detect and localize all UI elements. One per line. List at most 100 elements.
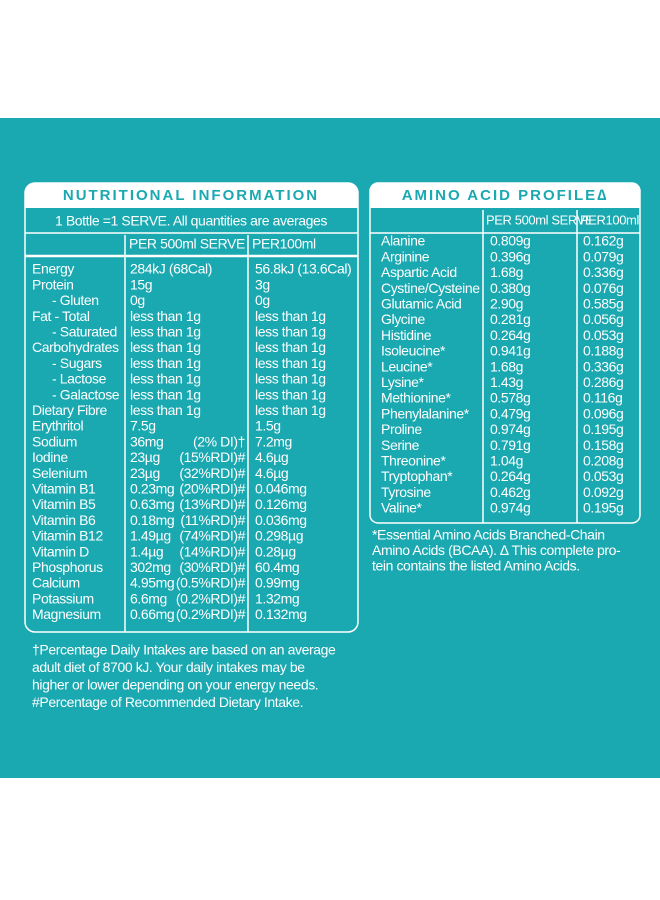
- per-serve: 0.479g: [490, 405, 530, 421]
- footnote: adult diet of 8700 kJ. Your daily intake…: [32, 659, 305, 675]
- nutrient-name: Vitamin D: [32, 543, 89, 559]
- amino-name: Methionine*: [381, 390, 451, 406]
- amino-name: Leucine*: [381, 358, 433, 374]
- per-100ml: 0.162g: [583, 233, 623, 249]
- per-100ml: 0.076g: [583, 280, 623, 296]
- per-100ml: 0.079g: [583, 248, 623, 264]
- per-serve: less than 1g: [130, 308, 201, 324]
- per-serve: 0.941g: [490, 343, 530, 359]
- per-serve: 0.66mg: [130, 606, 174, 622]
- per-serve: 1.04g: [490, 453, 523, 469]
- per-100ml: less than 1g: [255, 308, 326, 324]
- per-serve: 6.6mg: [130, 590, 167, 606]
- nutrient-name: Carbohydrates: [32, 339, 119, 355]
- per-serve: 1.49µg: [130, 528, 171, 544]
- per-serve: 302mg: [130, 559, 171, 575]
- amino-name: Alanine: [381, 233, 426, 249]
- nutrient-name: Vitamin B12: [32, 528, 103, 544]
- per-serve: less than 1g: [130, 402, 201, 418]
- rdi: (15%RDI)#: [179, 449, 245, 465]
- rdi: (0.2%RDI)#: [176, 606, 246, 622]
- per-100ml: 0.336g: [583, 264, 623, 280]
- footnote: #Percentage of Recommended Dietary Intak…: [32, 694, 303, 710]
- per-100ml: 0.036mg: [255, 512, 307, 528]
- nutrient-name: - Galactose: [52, 386, 120, 402]
- per-100ml: less than 1g: [255, 386, 326, 402]
- amino-name: Lysine*: [381, 374, 425, 390]
- per-100ml: 60.4mg: [255, 559, 299, 575]
- amino-name: Arginine: [381, 248, 430, 264]
- amino-name: Proline: [381, 421, 422, 437]
- amino-name: Tyrosine: [381, 484, 431, 500]
- per-serve: less than 1g: [130, 355, 201, 371]
- per-serve: 15g: [130, 276, 152, 292]
- nutrient-name: Fat - Total: [32, 308, 90, 324]
- per-100ml: 0.053g: [583, 327, 623, 343]
- footnote: tein contains the listed Amino Acids.: [372, 558, 580, 574]
- nutrient-name: Vitamin B5: [32, 496, 96, 512]
- per-serve: 1.4µg: [130, 543, 163, 559]
- amino-name: Glutamic Acid: [381, 296, 461, 312]
- rdi: (30%RDI)#: [179, 559, 245, 575]
- amino-name: Isoleucine*: [381, 343, 446, 359]
- per-100ml: 0.126mg: [255, 496, 307, 512]
- nutrient-name: Erythritol: [32, 418, 84, 434]
- footnote: Amino Acids (BCAA). ∆ This complete pro-: [372, 542, 621, 558]
- per-serve: 4.95mg: [130, 575, 174, 591]
- per-100ml: 1.32mg: [255, 590, 299, 606]
- nutrient-name: Vitamin B1: [32, 481, 96, 497]
- column-header: PER100ml: [580, 212, 639, 227]
- per-100ml: 1.5g: [255, 418, 281, 434]
- per-serve: 0.380g: [490, 280, 530, 296]
- per-serve: less than 1g: [130, 386, 201, 402]
- nutrient-name: Selenium: [32, 465, 87, 481]
- per-100ml: less than 1g: [255, 371, 326, 387]
- amino-name: Serine: [381, 437, 420, 453]
- per-serve: 1.68g: [490, 264, 523, 280]
- per-100ml: 0.195g: [583, 421, 623, 437]
- amino-title: AMINO ACID PROFILE∆: [402, 187, 609, 204]
- per-serve: 36mg: [130, 433, 163, 449]
- nutrient-name: - Saturated: [52, 324, 117, 340]
- per-serve: 0.809g: [490, 233, 530, 249]
- per-100ml: 0.336g: [583, 358, 623, 374]
- amino-name: Histidine: [381, 327, 432, 343]
- per-100ml: 0.158g: [583, 437, 623, 453]
- amino-name: Cystine/Cysteine: [381, 280, 480, 296]
- per-100ml: 56.8kJ (13.6Cal): [255, 261, 351, 277]
- nutrient-name: Protein: [32, 276, 74, 292]
- nutrient-name: - Sugars: [52, 355, 102, 371]
- per-serve: 0.264g: [490, 327, 530, 343]
- serving-note: 1 Bottle =1 SERVE. All quantities are av…: [55, 213, 327, 229]
- nutrient-name: Energy: [32, 261, 74, 277]
- per-100ml: 0.046mg: [255, 481, 307, 497]
- per-100ml: less than 1g: [255, 339, 326, 355]
- nutrition-title: NUTRITIONAL INFORMATION: [63, 187, 319, 204]
- per-100ml: 0.092g: [583, 484, 623, 500]
- per-serve: 0.281g: [490, 311, 530, 327]
- per-serve: 0.974g: [490, 500, 530, 516]
- per-100ml: 0.056g: [583, 311, 623, 327]
- per-serve: 0.23mg: [130, 481, 174, 497]
- per-100ml: 0.286g: [583, 374, 623, 390]
- background-band: [0, 118, 660, 778]
- nutrient-name: Phosphorus: [32, 559, 103, 575]
- per-serve: 0.18mg: [130, 512, 174, 528]
- per-serve: 0.462g: [490, 484, 530, 500]
- per-serve: 23µg: [130, 449, 160, 465]
- column-header: PER 500ml SERVE: [129, 236, 245, 252]
- nutrient-name: - Lactose: [52, 371, 107, 387]
- per-100ml: less than 1g: [255, 355, 326, 371]
- rdi: (11%RDI)#: [180, 512, 245, 528]
- rdi: (0.5%RDI)#: [176, 575, 246, 591]
- amino-name: Tryptophan*: [381, 468, 453, 484]
- per-serve: 2.90g: [490, 296, 523, 312]
- amino-name: Glycine: [381, 311, 425, 327]
- per-100ml: less than 1g: [255, 402, 326, 418]
- nutrient-name: Dietary Fibre: [32, 402, 108, 418]
- per-100ml: 4.6µg: [255, 449, 288, 465]
- nutrient-name: Iodine: [32, 449, 68, 465]
- amino-title-bar: [370, 183, 640, 208]
- per-serve: less than 1g: [130, 339, 201, 355]
